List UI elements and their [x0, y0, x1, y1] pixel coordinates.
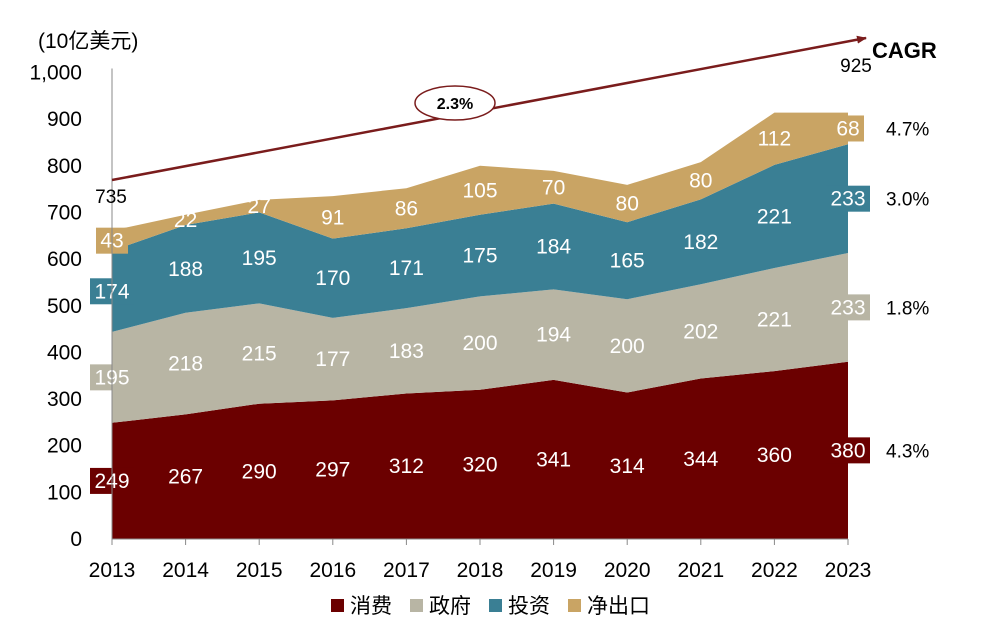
legend: 消费 政府 投资 净出口: [0, 588, 981, 622]
legend-label: 消费: [350, 595, 392, 618]
data-label: 105: [462, 179, 497, 202]
data-label: 165: [610, 250, 645, 273]
y-tick-label: 600: [47, 248, 82, 271]
data-label: 177: [315, 348, 350, 371]
data-label: 200: [462, 332, 497, 355]
legend-item-government: 政府: [410, 590, 471, 620]
y-tick-label: 200: [47, 435, 82, 458]
start-total-label: 735: [95, 187, 127, 208]
data-label: 91: [321, 206, 344, 229]
legend-swatch: [331, 598, 344, 612]
y-tick-label: 1,000: [29, 62, 82, 85]
cagr-value: 1.8%: [886, 298, 929, 319]
data-label: 360: [757, 444, 792, 467]
data-label: 344: [683, 448, 718, 471]
cagr-header: CAGR: [872, 38, 937, 63]
trend-annotation: 2.3% 735 925: [95, 35, 872, 208]
data-label: 202: [683, 320, 718, 343]
trend-cagr-label: 2.3%: [437, 96, 473, 113]
data-label: 221: [757, 205, 792, 228]
data-label: 182: [683, 231, 718, 254]
data-label: 80: [616, 193, 639, 216]
data-label: 267: [168, 466, 203, 489]
y-tick-label: 700: [47, 201, 82, 224]
y-tick-label: 100: [47, 481, 82, 504]
data-label: 195: [242, 247, 277, 270]
legend-label: 净出口: [587, 595, 650, 618]
y-tick-label: 400: [47, 341, 82, 364]
data-label: 194: [536, 324, 571, 347]
data-label-box: [832, 115, 864, 142]
data-label: 27: [248, 195, 271, 218]
x-tick-label: 2023: [825, 559, 872, 582]
data-label-box: [826, 185, 870, 212]
data-label: 233: [830, 188, 865, 211]
data-label: 80: [689, 170, 712, 193]
area-1: [112, 253, 848, 423]
data-label: 297: [315, 459, 350, 482]
x-tick-label: 2020: [604, 559, 651, 582]
y-tick-label: 500: [47, 295, 82, 318]
y-unit-label: (10亿美元): [38, 30, 138, 53]
data-label: 170: [315, 267, 350, 290]
cagr-column: CAGR 4.3% 1.8% 3.0% 4.7%: [872, 38, 937, 462]
y-tick-label: 900: [47, 108, 82, 131]
area-layers: [112, 112, 848, 539]
x-tick-label: 2018: [457, 559, 504, 582]
area-3: [112, 112, 848, 251]
legend-swatch: [489, 598, 502, 612]
data-label: 290: [242, 460, 277, 483]
legend-label: 投资: [508, 595, 550, 618]
legend-item-consumption: 消费: [331, 590, 392, 620]
x-tick-label: 2017: [383, 559, 430, 582]
trend-badge: [414, 85, 496, 121]
data-label: 183: [389, 340, 424, 363]
y-tick-label: 300: [47, 388, 82, 411]
data-label: 184: [536, 236, 571, 259]
cagr-value: 3.0%: [886, 190, 929, 211]
data-label: 380: [830, 439, 865, 462]
legend-label: 政府: [429, 595, 471, 618]
data-label: 218: [168, 353, 203, 376]
axes: 0 100 200 300 400 500 600 700 800 900 1,000 2013 201…: [29, 30, 871, 582]
cagr-value: 4.7%: [886, 119, 929, 140]
area-2: [112, 144, 848, 332]
data-label-box: [826, 294, 870, 321]
data-label: 341: [536, 448, 571, 471]
data-label: 22: [174, 209, 197, 232]
x-tick-label: 2014: [162, 559, 209, 582]
legend-swatch: [568, 598, 581, 612]
end-total-label: 925: [840, 56, 872, 77]
data-label: 70: [542, 176, 565, 199]
data-label: 215: [242, 343, 277, 366]
y-tick-label: 0: [70, 528, 82, 551]
data-label: 188: [168, 258, 203, 281]
y-tick-label: 800: [47, 155, 82, 178]
x-tick-label: 2021: [677, 559, 724, 582]
data-label: 112: [758, 128, 791, 151]
data-label: 171: [389, 257, 424, 280]
data-label: 312: [389, 455, 424, 478]
x-tick-label: 2022: [751, 559, 798, 582]
x-tick-label: 2016: [309, 559, 356, 582]
data-label: 320: [462, 453, 497, 476]
legend-item-investment: 投资: [489, 590, 550, 620]
x-tick-label: 2013: [89, 559, 136, 582]
data-label: 86: [395, 197, 418, 220]
legend-item-net-exports: 净出口: [568, 590, 650, 620]
data-label: 68: [836, 117, 859, 140]
legend-swatch: [410, 598, 423, 612]
data-label: 175: [462, 245, 497, 268]
data-label: 200: [610, 335, 645, 358]
x-tick-label: 2019: [530, 559, 577, 582]
data-label: 314: [610, 455, 645, 478]
x-tick-label: 2015: [236, 559, 283, 582]
data-label: 221: [757, 309, 792, 332]
cagr-value: 4.3%: [886, 441, 929, 462]
area-0: [112, 361, 848, 539]
data-label-box: [826, 437, 870, 464]
data-label: 233: [830, 296, 865, 319]
